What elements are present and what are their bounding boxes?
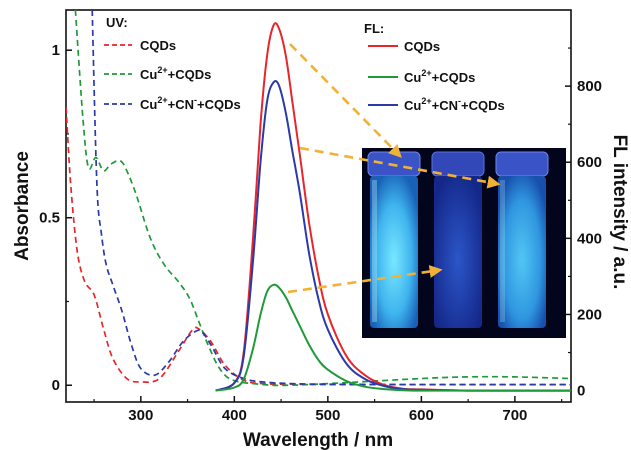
x-tick-label-700: 700 (502, 407, 527, 424)
plot-frame (65, 9, 572, 403)
x-axis: 300 400 500 600 700 (93, 396, 563, 424)
fl-legend-label-cu-cn-cqds: Cu2++CN-+CQDs (404, 96, 505, 113)
right-y-tick-label: 600 (577, 154, 602, 171)
x-tick-label-500: 500 (315, 407, 340, 424)
right-y-axis: 0 200 400 600 800 (565, 47, 602, 400)
left-y-tick-label: 0 (52, 377, 60, 394)
uv-blue-curve (91, 10, 571, 386)
fl-legend-label-cu-cqds: Cu2++CQDs (404, 68, 475, 85)
left-y-tick-label: 1 (52, 42, 60, 59)
uv-legend: UV: CQDs Cu2++CQDs Cu2++CN-+CQDs (104, 15, 241, 112)
arrow-green-peak (287, 265, 443, 294)
arrow-blue-peak (299, 146, 501, 189)
peak-to-vial-arrows (287, 43, 501, 294)
uv-green-curve (74, 10, 571, 387)
x-tick-label-300: 300 (128, 407, 153, 424)
right-y-tick-label: 800 (577, 78, 602, 95)
fl-legend: FL: CQDs Cu2++CQDs Cu2++CN-+CQDs (364, 21, 505, 113)
right-y-tick-label: 400 (577, 230, 602, 247)
fl-green-curve (215, 283, 571, 392)
left-y-axis: 00.51 (39, 42, 72, 394)
left-y-axis-title: Absorbance (12, 151, 33, 261)
right-y-tick-label: 200 (577, 306, 602, 323)
uv-legend-label-cu-cn-cqds: Cu2++CN-+CQDs (140, 95, 241, 112)
right-y-axis-title: FL intensity / a.u. (609, 135, 630, 290)
left-y-tick-label: 0.5 (39, 210, 60, 227)
series-layer (66, 10, 571, 392)
uv-legend-header: UV: (106, 15, 128, 30)
arrow-red-peak (289, 43, 402, 158)
x-tick-label-400: 400 (222, 407, 247, 424)
right-y-tick-label: 0 (577, 383, 585, 400)
x-tick-label-600: 600 (409, 407, 434, 424)
fl-legend-label-cqds: CQDs (404, 39, 440, 54)
fl-legend-header: FL: (364, 21, 384, 36)
x-axis-title: Wavelength / nm (243, 430, 393, 450)
uv-legend-label-cu-cqds: Cu2++CQDs (140, 65, 211, 82)
uv-legend-label-cqds: CQDs (140, 38, 176, 53)
vial-photo-inset (362, 148, 566, 338)
